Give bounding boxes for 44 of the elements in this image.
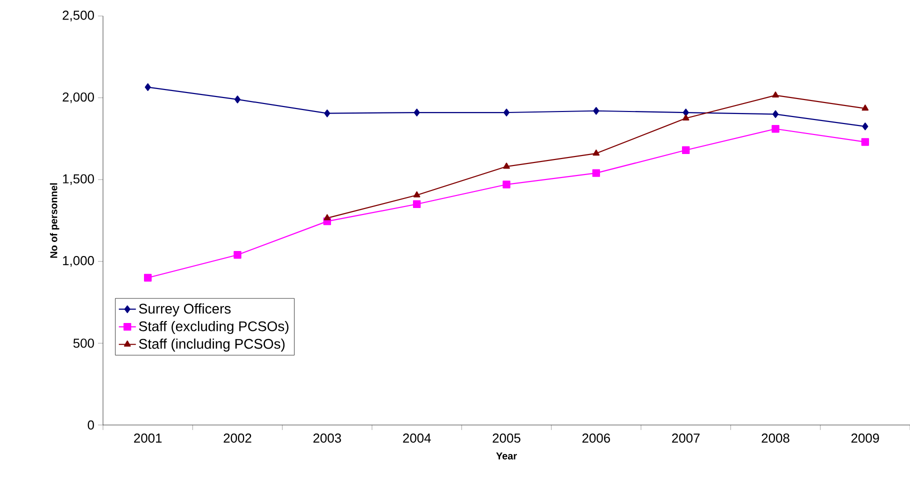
point [772, 110, 779, 118]
x-axis-title: Year [496, 452, 517, 460]
point [592, 150, 600, 156]
point [324, 214, 331, 220]
point [144, 83, 151, 92]
x-tick-label: 2004 [403, 434, 431, 443]
x-tick-label: 2009 [851, 434, 879, 443]
point [413, 191, 420, 198]
point [682, 108, 689, 116]
x-tick-label: 2007 [672, 434, 700, 443]
point [144, 274, 152, 282]
y-axis-title: No of personnel [50, 183, 60, 258]
x-tick-label: 2006 [582, 434, 610, 443]
point [503, 108, 510, 116]
point [502, 180, 510, 188]
point [861, 138, 870, 146]
y-tick-label: 2,500 [62, 10, 94, 22]
point [234, 96, 241, 104]
y-tick-label: 2,000 [62, 92, 94, 104]
point [772, 125, 780, 133]
point [682, 114, 690, 120]
point [324, 109, 330, 118]
point [772, 91, 779, 98]
point [862, 122, 868, 130]
point [682, 146, 690, 154]
legend-label: Staff (excluding PCSOs) [139, 320, 288, 334]
y-tick-label: 1,000 [63, 256, 94, 267]
legend-label: Surrey Officers [139, 303, 231, 316]
x-tick-label: 2002 [224, 434, 252, 443]
legend-label: Staff (including PCSOs) [139, 338, 285, 352]
y-tick-label: 1,500 [63, 174, 94, 185]
point [414, 108, 420, 116]
x-tick-label: 2005 [492, 434, 520, 443]
point [412, 200, 421, 208]
point [862, 104, 869, 111]
point [234, 251, 242, 259]
x-tick-label: 2001 [134, 434, 162, 443]
x-tick-label: 2003 [313, 434, 342, 443]
point [593, 107, 600, 115]
y-tick-label: 500 [73, 338, 94, 348]
point [503, 162, 510, 169]
point [592, 169, 600, 177]
x-tick-label: 2008 [762, 434, 790, 443]
y-tick-label: 0 [88, 420, 94, 430]
